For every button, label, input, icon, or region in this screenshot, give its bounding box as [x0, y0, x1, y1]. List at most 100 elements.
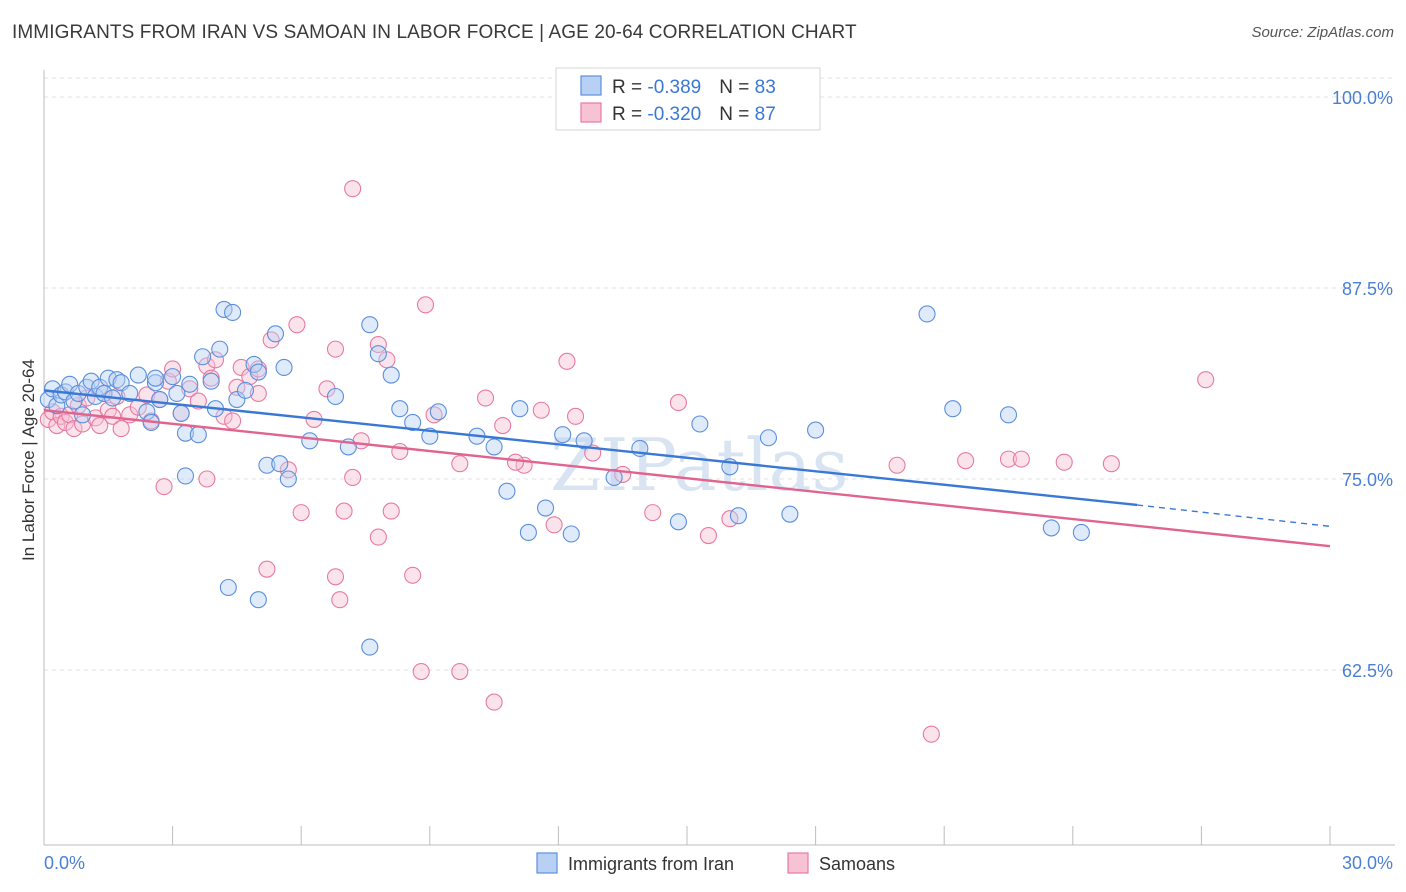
data-point-samoans	[288, 316, 306, 334]
data-point-samoans	[181, 380, 199, 398]
data-point-samoans	[224, 412, 242, 430]
data-point-samoans	[1197, 371, 1215, 389]
data-point-samoans	[326, 340, 345, 358]
data-point-samoans	[112, 420, 130, 438]
data-point-iran	[275, 358, 293, 377]
data-point-iran	[519, 523, 537, 542]
data-point-iran	[249, 363, 267, 381]
data-point-iran	[194, 348, 212, 366]
data-point-samoans	[249, 384, 267, 402]
data-point-iran	[781, 505, 799, 523]
watermark: ZIPatlas	[550, 423, 848, 507]
data-point-samoans	[279, 461, 297, 479]
legend-row-iran: R = -0.389 N = 83	[612, 77, 776, 98]
data-point-iran	[202, 372, 220, 390]
data-point-samoans	[369, 335, 387, 354]
data-point-iran	[211, 340, 229, 358]
legend-swatch-samoans	[580, 102, 602, 123]
data-point-iran	[219, 578, 237, 597]
data-point-samoans	[404, 566, 422, 584]
data-point-iran	[669, 513, 687, 531]
data-point-samoans	[382, 502, 400, 520]
data-point-iran	[575, 432, 593, 450]
data-point-samoans	[451, 455, 469, 473]
data-point-samoans	[957, 452, 975, 470]
data-point-iran	[1072, 523, 1090, 542]
data-point-samoans	[232, 358, 250, 377]
data-point-iran	[129, 366, 147, 384]
data-point-samoans	[558, 352, 576, 370]
data-point-iran	[511, 400, 529, 418]
data-point-iran	[429, 403, 447, 421]
data-point-iran	[382, 366, 400, 384]
data-point-iran	[189, 426, 207, 444]
legend-n-label: N =	[719, 77, 754, 98]
legend-n-value: 87	[755, 104, 776, 125]
data-point-samoans	[344, 468, 362, 487]
data-point-samoans	[198, 470, 216, 488]
data-point-samoans	[65, 420, 83, 438]
legend-r-label: R =	[612, 104, 647, 125]
data-point-iran	[236, 381, 255, 399]
data-point-iran	[48, 397, 66, 415]
data-point-iran	[176, 467, 195, 485]
trend-lines	[43, 389, 1331, 548]
data-point-iran	[361, 316, 379, 334]
data-point-samoans	[206, 351, 225, 369]
data-point-iran	[391, 400, 409, 418]
data-point-samoans	[138, 386, 156, 404]
data-point-samoans	[485, 693, 503, 711]
series-legend: Immigrants from Iran Samoans	[536, 852, 895, 874]
data-point-iran	[146, 374, 165, 392]
data-point-samoans	[369, 528, 387, 546]
data-point-iran	[249, 591, 267, 609]
data-point-iran	[172, 404, 190, 422]
data-point-samoans	[1102, 455, 1120, 473]
data-point-samoans	[326, 568, 345, 586]
data-point-samoans	[699, 526, 717, 545]
data-point-samoans	[922, 725, 940, 743]
data-point-samoans	[412, 662, 430, 681]
legend-r-value: -0.320	[647, 104, 701, 125]
series-legend-swatch-iran	[536, 852, 558, 874]
data-point-iran	[554, 426, 572, 444]
data-point-iran	[326, 387, 345, 406]
data-point-iran	[361, 638, 379, 656]
data-point-iran	[807, 421, 825, 439]
watermark-text: ZIPatlas	[550, 423, 848, 507]
data-point-iran	[99, 369, 117, 387]
data-point-samoans	[292, 504, 310, 522]
y-tick-label: 100.0%	[1332, 88, 1393, 108]
legend-row-samoans: R = -0.320 N = 87	[612, 104, 776, 125]
data-point-iran	[164, 368, 182, 386]
data-point-samoans	[155, 478, 173, 496]
data-point-iran	[536, 499, 555, 517]
series-legend-samoans: Samoans	[819, 854, 895, 874]
series-legend-iran: Immigrants from Iran	[568, 854, 734, 874]
data-point-iran	[485, 438, 503, 456]
legend-r-value: -0.389	[647, 77, 701, 98]
trend-line-iran	[43, 389, 1138, 507]
data-point-samoans	[999, 450, 1018, 468]
data-point-iran	[266, 325, 285, 343]
data-point-samoans	[451, 662, 469, 681]
trend-line-iran-extension	[1137, 504, 1331, 528]
y-tick-label: 87.5%	[1342, 279, 1393, 299]
data-point-iran	[224, 303, 242, 321]
x-tick-label: 0.0%	[44, 853, 85, 873]
legend-swatch-iran	[580, 75, 602, 96]
series-legend-swatch-samoans	[787, 852, 809, 874]
data-point-samoans	[1012, 450, 1030, 468]
trend-line-samoans	[43, 409, 1331, 548]
data-point-samoans	[506, 453, 525, 471]
data-point-iran	[562, 525, 580, 543]
data-point-samoans	[331, 591, 349, 609]
legend-n-value: 83	[755, 77, 776, 98]
data-point-iran	[168, 384, 186, 402]
data-point-samoans	[258, 560, 276, 578]
data-point-samoans	[476, 389, 495, 407]
data-point-iran	[999, 406, 1018, 424]
y-axis-label: In Labor Force | Age 20-64	[19, 359, 38, 561]
data-point-iran	[279, 470, 297, 488]
